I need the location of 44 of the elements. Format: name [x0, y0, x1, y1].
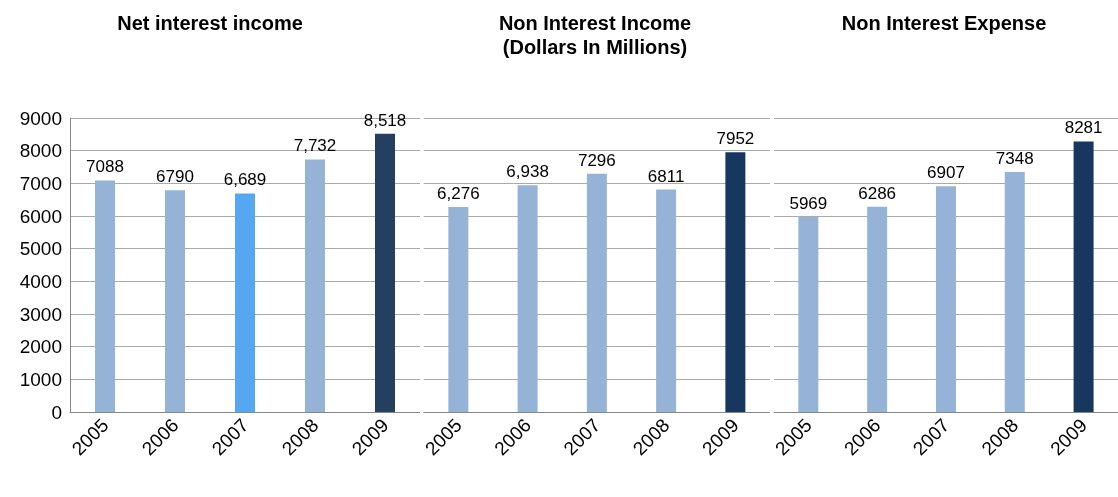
data-label: 7,732	[293, 136, 337, 156]
data-label: 7088	[86, 157, 124, 177]
y-tick-label: 1000	[19, 368, 62, 390]
data-label: 7296	[577, 150, 616, 170]
data-label: 5969	[789, 194, 828, 214]
data-label: 6286	[858, 183, 897, 203]
bar	[235, 193, 255, 412]
data-label: 8281	[1064, 118, 1103, 138]
y-tick-label: 3000	[19, 303, 62, 325]
bar	[725, 152, 746, 412]
data-label: 6,938	[506, 162, 549, 182]
bar	[656, 189, 677, 412]
y-tick-label: 2000	[19, 336, 62, 358]
bar	[95, 180, 115, 412]
bar	[798, 217, 819, 412]
y-tick-label: 5000	[19, 238, 62, 260]
bar	[1004, 171, 1025, 412]
bar	[165, 190, 185, 412]
data-label: 6811	[647, 166, 685, 186]
y-tick-label: 9000	[19, 107, 62, 129]
data-label: 6,689	[223, 170, 267, 190]
data-label: 6907	[927, 163, 965, 183]
data-label: 7952	[716, 129, 755, 149]
bar	[448, 206, 469, 412]
data-label: 6790	[156, 167, 194, 187]
y-tick-label: 8000	[19, 140, 62, 162]
chart-title: Non Interest Income	[498, 12, 692, 34]
y-tick-label: 6000	[19, 205, 62, 227]
chart-title: Net interest income	[117, 12, 303, 34]
data-label: 6,276	[437, 183, 480, 203]
bar	[1073, 141, 1094, 412]
chart-title: Non Interest Expense	[841, 12, 1047, 34]
y-tick-label: 4000	[19, 270, 62, 292]
bar	[586, 173, 607, 412]
y-tick-label: 7000	[19, 172, 62, 194]
bar	[935, 186, 956, 412]
y-tick-label: 0	[51, 401, 62, 423]
bar	[517, 185, 538, 412]
bar	[305, 159, 325, 412]
bar	[867, 206, 888, 412]
bar	[375, 133, 395, 412]
data-label: 8,518	[363, 110, 407, 130]
data-label: 7348	[995, 148, 1034, 168]
chart-subtitle: (Dollars In Millions)	[502, 36, 688, 58]
